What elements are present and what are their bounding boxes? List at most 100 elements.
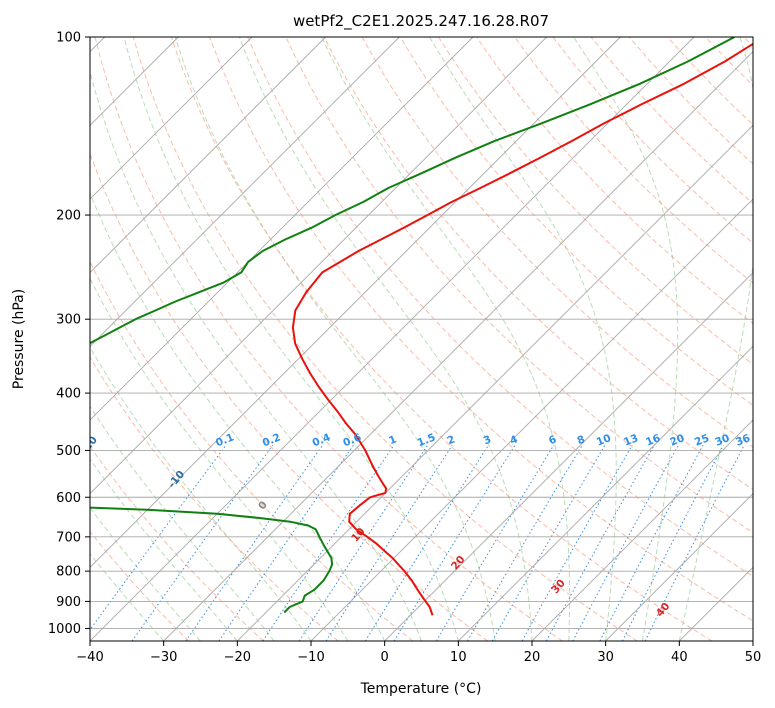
isotherm-line	[679, 566, 753, 641]
mixing-ratio-label: 8	[576, 433, 587, 447]
dewpoint-line	[90, 37, 735, 614]
y-tick-label: 500	[56, 444, 81, 459]
x-tick-label: −40	[76, 650, 103, 665]
mixing-ratio-line	[435, 444, 555, 641]
mixing-ratio-line	[325, 444, 453, 641]
mixing-ratio-label: 13	[622, 432, 640, 449]
mixing-ratio-line	[393, 444, 516, 641]
dry-adiabat-line	[437, 37, 753, 365]
isotherm-line	[531, 419, 753, 641]
x-tick-label: 40	[671, 650, 688, 665]
mixing-ratio-line	[131, 444, 274, 641]
y-tick-label: 200	[56, 209, 81, 224]
mixing-ratio-line	[545, 444, 655, 641]
isotherm-line	[237, 124, 753, 641]
mixing-ratio-label: 1	[387, 433, 398, 447]
x-tick-label: 10	[450, 650, 467, 665]
dry-adiabat-label: 30	[549, 577, 568, 596]
isotherm-line	[90, 37, 400, 347]
isotherm-line	[163, 51, 753, 641]
dry-adiabat-line	[323, 37, 753, 491]
plot-frame	[89, 36, 754, 642]
isotherm-line	[384, 272, 753, 641]
dry-adiabat-label: -20	[79, 434, 100, 456]
moist-adiabat-line	[321, 37, 571, 641]
dry-adiabat-line	[743, 37, 753, 48]
dry-adiabat-line	[247, 37, 753, 577]
grid-lines	[90, 37, 753, 641]
mixing-ratio-label: 36	[734, 432, 752, 449]
y-tick-label: 1000	[48, 622, 81, 637]
isotherm-line	[605, 493, 753, 641]
isotherm-line	[90, 37, 253, 200]
y-axis-label: Pressure (hPa)	[11, 289, 27, 389]
dry-adiabat-line	[90, 530, 190, 641]
profile-lines	[90, 37, 753, 616]
isotherm-line	[752, 640, 753, 641]
mixing-ratio-line	[521, 444, 633, 641]
isotherm-line	[90, 37, 695, 641]
dry-adiabat-line	[667, 37, 753, 126]
x-axis-label: Temperature (°C)	[360, 681, 482, 697]
x-tick-label: −20	[224, 650, 251, 665]
moist-adiabat-line	[123, 37, 459, 641]
mixing-ratio-line	[262, 444, 395, 641]
moist-adiabat-line	[238, 37, 533, 641]
x-tick-label: 0	[381, 650, 389, 665]
dry-adiabat-label: 20	[449, 554, 468, 573]
moist-adiabat-line	[174, 37, 496, 641]
mixing-ratio-line	[644, 444, 745, 641]
mixing-ratio-line	[599, 444, 704, 641]
isotherm-line	[90, 37, 474, 421]
y-tick-label: 400	[56, 387, 81, 402]
mixing-ratio-label: 1.5	[416, 431, 438, 449]
dry-adiabat-line	[170, 37, 712, 641]
dry-adiabat-line	[590, 37, 753, 205]
dry-adiabat-line	[94, 37, 563, 641]
moist-adiabat-line	[678, 37, 753, 641]
dry-adiabat-line	[90, 445, 264, 641]
dry-adiabat-label: 40	[654, 600, 673, 619]
temperature-line	[291, 42, 753, 616]
moist-adiabat-line	[90, 405, 275, 641]
mixing-ratio-line	[218, 444, 354, 641]
x-axis-ticks: −40 −30 −20 −10 0 10 20 30 40 50	[76, 641, 761, 665]
mixing-ratio-label: 25	[693, 432, 711, 449]
isotherm-line	[310, 198, 753, 641]
moist-adiabat-line	[573, 37, 679, 641]
mixing-ratio-label: 3	[482, 433, 493, 447]
y-tick-label: 900	[56, 595, 81, 610]
y-tick-label: 800	[56, 565, 81, 580]
dry-adiabat-line	[209, 37, 753, 622]
moist-adiabats	[90, 37, 753, 641]
dry-adiabat-line	[90, 260, 414, 641]
x-tick-label: 50	[745, 650, 762, 665]
mixing-ratio-label: 30	[713, 432, 731, 449]
mixing-ratio-line	[467, 444, 583, 641]
dry-adiabat-line	[514, 37, 753, 284]
mixing-ratio-line	[364, 444, 489, 641]
line-labels: -100-90-80-70-60-50-40-30-20-10010203040…	[0, 388, 752, 619]
dry-adiabat-line	[90, 152, 488, 641]
mixing-ratio-label: 4	[508, 433, 519, 447]
dry-adiabat-label: -30	[0, 388, 13, 410]
mixing-ratio-label: 0.1	[214, 431, 236, 449]
dry-adiabat-label: -10	[166, 468, 187, 490]
y-tick-label: 100	[56, 31, 81, 46]
moist-adiabat-line	[429, 37, 617, 641]
dry-adiabat-line	[132, 37, 638, 641]
dry-adiabat-line	[90, 356, 339, 641]
plot-area: -100-90-80-70-60-50-40-30-20-10010203040…	[0, 37, 753, 641]
isotherm-line	[90, 37, 326, 274]
mixing-ratio-label: 20	[668, 432, 686, 449]
y-tick-label: 300	[56, 313, 81, 328]
y-tick-label: 700	[56, 530, 81, 545]
dry-adiabats	[90, 37, 753, 641]
isotherm-line	[90, 37, 547, 495]
x-tick-label: −10	[297, 650, 324, 665]
mixing-ratio-line	[621, 444, 724, 641]
mixing-ratio-line	[298, 444, 429, 641]
moist-adiabat-line	[90, 458, 238, 641]
mixing-ratio-lines	[90, 444, 745, 641]
